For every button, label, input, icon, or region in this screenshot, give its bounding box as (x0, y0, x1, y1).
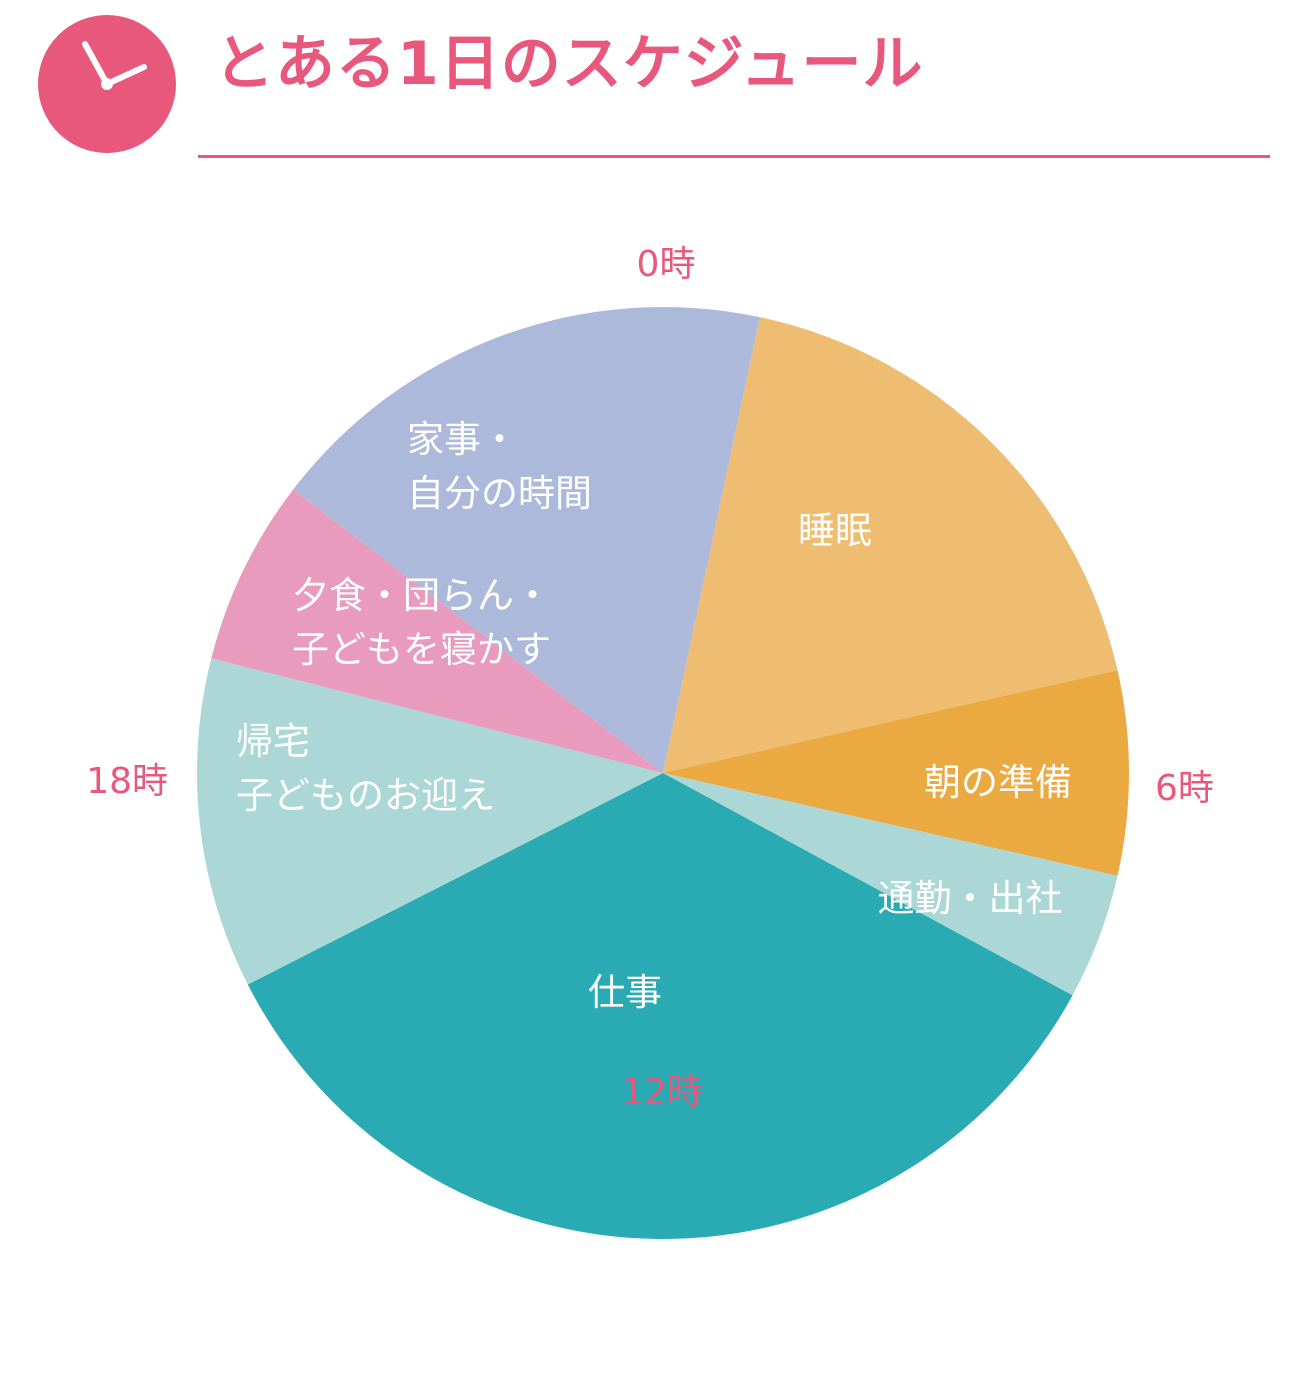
slice-label-4-1: 子どものお迎え (236, 774, 495, 817)
slice-label-5-0: 夕食・団らん・ (292, 574, 551, 617)
pie-slice-2 (663, 773, 1118, 996)
pie-slice-1 (663, 670, 1130, 876)
hour-label-12: 12時 (621, 1072, 703, 1113)
pie-slice-4 (197, 658, 664, 985)
slice-label-5-1: 子どもを寝かす (292, 628, 551, 671)
slice-label-0-0: 睡眠 (798, 509, 872, 552)
clock-icon (38, 15, 176, 153)
pie-slice-6 (293, 306, 760, 773)
hour-label-0: 0時 (637, 244, 696, 285)
slice-label-1-0: 朝の準備 (924, 761, 1072, 804)
slice-label-6-1: 自分の時間 (407, 472, 592, 515)
slice-label-2-0: 通勤・出社 (878, 877, 1063, 920)
pie-slice-3 (247, 773, 1073, 1240)
hour-label-18: 18時 (86, 761, 168, 802)
slice-label-3-0: 仕事 (588, 971, 662, 1014)
title-underline (198, 155, 1270, 158)
hour-label-6: 6時 (1155, 768, 1214, 809)
slice-label-6-0: 家事・ (407, 418, 518, 461)
pie-slice-0 (663, 317, 1118, 773)
slice-label-4-0: 帰宅 (236, 720, 310, 763)
pie-slice-5 (211, 489, 663, 773)
chart-title: とある1日のスケジュール (214, 29, 924, 99)
